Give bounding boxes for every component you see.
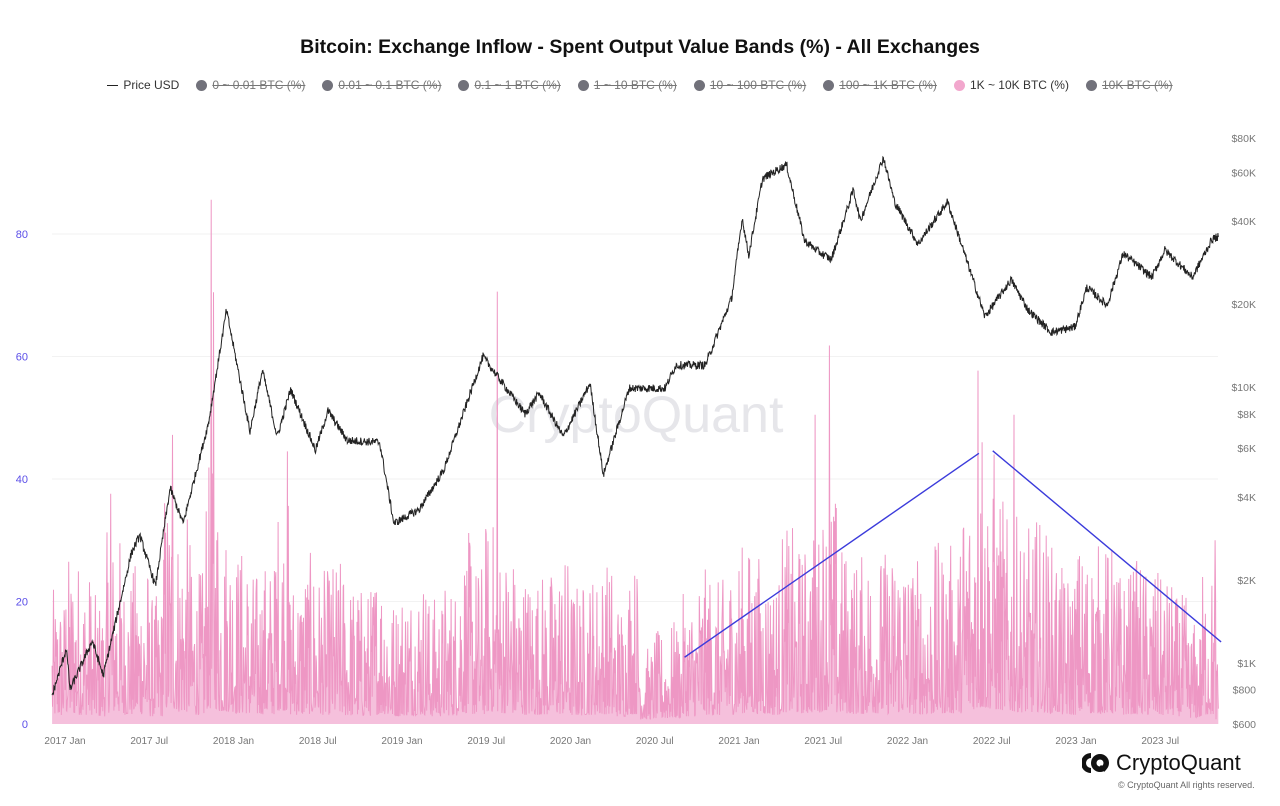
- x-tick-label: 2023 Jan: [1055, 736, 1096, 747]
- trendline-annotation: [684, 452, 980, 658]
- legend-dot-marker: [577, 79, 589, 91]
- x-tick-label: 2017 Jul: [130, 736, 168, 747]
- y-right-tick-label: $80K: [1231, 133, 1256, 145]
- legend-label: 0 ~ 0.01 BTC (%): [212, 78, 306, 92]
- y-left-tick-label: 60: [16, 352, 28, 364]
- y-left-tick-label: 20: [16, 597, 28, 609]
- legend-item[interactable]: 1 ~ 10 BTC (%): [577, 78, 677, 92]
- cryptoquant-logo-icon: [1082, 753, 1109, 773]
- y-right-tick-label: $60K: [1231, 167, 1256, 179]
- x-tick-label: 2017 Jan: [44, 736, 85, 747]
- x-tick-label: 2020 Jan: [550, 736, 591, 747]
- legend-label: 1 ~ 10 BTC (%): [593, 78, 677, 92]
- x-tick-label: 2021 Jul: [804, 736, 842, 747]
- legend-label: 100 ~ 1K BTC (%): [839, 78, 937, 92]
- inflow-1k-10k-line: [51, 199, 1219, 720]
- cryptoquant-logo: CryptoQuant: [1082, 750, 1241, 776]
- x-tick-label: 2022 Jan: [887, 736, 928, 747]
- legend-line-marker: [107, 84, 119, 86]
- y-right-tick-label: $4K: [1237, 492, 1256, 504]
- trendline-annotation: [992, 450, 1222, 643]
- watermark: CryptoQuant: [489, 386, 784, 444]
- legend-item[interactable]: Price USD: [107, 78, 179, 92]
- x-tick-label: 2023 Jul: [1141, 736, 1179, 747]
- legend-label: 10K BTC (%): [1101, 78, 1173, 92]
- x-tick-label: 2022 Jul: [973, 736, 1011, 747]
- legend-dot-marker: [322, 79, 334, 91]
- legend-item[interactable]: 10 ~ 100 BTC (%): [693, 78, 807, 92]
- y-left-tick-label: 80: [16, 229, 28, 241]
- price-usd-line: [51, 155, 1219, 696]
- x-tick-label: 2018 Jul: [299, 736, 337, 747]
- y-right-tick-label: $2K: [1237, 575, 1256, 587]
- legend-label: 1K ~ 10K BTC (%): [969, 78, 1069, 92]
- legend-item[interactable]: 0.01 ~ 0.1 BTC (%): [322, 78, 441, 92]
- y-right-tick-label: $10K: [1231, 382, 1256, 394]
- legend-dot-marker: [953, 79, 965, 91]
- y-left-tick-label: 40: [16, 474, 28, 486]
- y-right-tick-label: $6K: [1237, 443, 1256, 455]
- y-right-tick-label: $1K: [1237, 658, 1256, 670]
- legend-dot-marker: [1085, 79, 1097, 91]
- y-right-tick-label: $20K: [1231, 299, 1256, 311]
- legend-item[interactable]: 0.1 ~ 1 BTC (%): [458, 78, 561, 92]
- y-left-tick-label: 0: [22, 719, 28, 731]
- x-tick-label: 2019 Jul: [467, 736, 505, 747]
- y-right-tick-label: $800: [1233, 685, 1257, 697]
- legend: Price USD 0 ~ 0.01 BTC (%) 0.01 ~ 0.1 BTC …: [0, 78, 1280, 92]
- legend-item[interactable]: 10K BTC (%): [1085, 78, 1173, 92]
- legend-label: 10 ~ 100 BTC (%): [709, 78, 807, 92]
- y-right-tick-label: $600: [1233, 719, 1257, 731]
- legend-label: 0.01 ~ 0.1 BTC (%): [338, 78, 442, 92]
- legend-item[interactable]: 100 ~ 1K BTC (%): [823, 78, 937, 92]
- x-tick-label: 2018 Jan: [213, 736, 254, 747]
- chart-title: Bitcoin: Exchange Inflow - Spent Output …: [300, 36, 980, 58]
- x-tick-label: 2021 Jan: [718, 736, 759, 747]
- x-tick-label: 2020 Jul: [636, 736, 674, 747]
- legend-item[interactable]: 0 ~ 0.01 BTC (%): [196, 78, 305, 92]
- x-tick-label: 2019 Jan: [381, 736, 422, 747]
- legend-label: 0.1 ~ 1 BTC (%): [474, 78, 561, 92]
- logo-text: CryptoQuant: [1116, 750, 1241, 775]
- y-right-tick-label: $40K: [1231, 216, 1256, 228]
- legend-label: Price USD: [123, 78, 180, 92]
- y-right-tick-label: $8K: [1237, 409, 1256, 421]
- legend-dot-marker: [823, 79, 835, 91]
- legend-dot-marker: [196, 79, 208, 91]
- legend-dot-marker: [693, 79, 705, 91]
- legend-item[interactable]: 1K ~ 10K BTC (%): [953, 78, 1069, 92]
- legend-dot-marker: [458, 79, 470, 91]
- copyright: © CryptoQuant All rights reserved.: [1118, 780, 1255, 790]
